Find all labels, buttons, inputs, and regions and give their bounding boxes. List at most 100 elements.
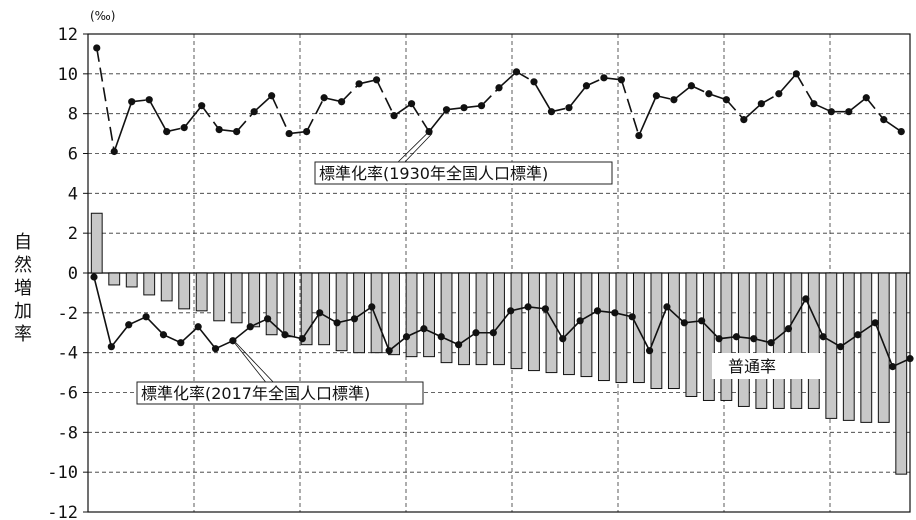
std2017-point <box>819 333 827 341</box>
y-tick-label: 0 <box>68 264 78 284</box>
std2017-point <box>802 295 810 303</box>
std1930-point <box>880 116 888 124</box>
std2017-point <box>784 325 793 333</box>
std2017-point <box>194 323 202 331</box>
std2017-point <box>125 321 133 329</box>
std2017-point <box>611 309 619 317</box>
std1930-point <box>617 76 626 84</box>
std1930-point <box>198 102 206 110</box>
crude-rate-bar <box>598 272 610 382</box>
std2017-point <box>368 303 376 311</box>
crude-rate-bar <box>667 272 680 390</box>
std1930-segment <box>95 47 116 152</box>
crude-rate-bar <box>248 272 261 328</box>
std2017-point <box>593 307 602 315</box>
y-tick-label: -2 <box>58 304 78 324</box>
std1930-point <box>407 100 416 108</box>
std1930-segment <box>183 105 203 129</box>
std1930-point <box>897 127 905 136</box>
std1930-point <box>460 104 468 112</box>
std2017-point <box>211 345 220 353</box>
std1930-point <box>93 44 101 52</box>
std1930-point <box>145 96 153 104</box>
std1930-point <box>687 82 695 90</box>
std2017-point <box>680 319 688 327</box>
std1930-segment <box>270 95 290 134</box>
crude-rate-bar <box>632 272 645 384</box>
std2017-point <box>489 329 497 337</box>
crude-rate-bar <box>772 272 785 409</box>
std2017-point <box>767 339 775 347</box>
std1930-segment <box>620 79 640 136</box>
std1930-point <box>372 76 381 84</box>
std1930-point <box>757 100 765 108</box>
crude-rate-bar <box>178 272 191 310</box>
std1930-segment <box>848 97 867 113</box>
crude-rate-bar <box>423 272 435 358</box>
y-tick-label: -12 <box>47 503 78 520</box>
crude-rate-bar <box>877 272 890 423</box>
annotation-std1930: 標準化率(1930年全国人口標準) <box>314 161 613 185</box>
std2017-point <box>420 325 428 333</box>
crude-rate-bar <box>195 272 208 312</box>
std1930-segment <box>428 109 448 133</box>
std1930-point <box>705 90 713 98</box>
crude-rate-bar <box>108 272 121 286</box>
y-tick-label: -10 <box>47 463 78 483</box>
std1930-point <box>250 108 258 116</box>
std1930-point <box>285 129 293 138</box>
std1930-segment <box>113 101 133 152</box>
crude-rate-bar <box>160 272 173 302</box>
std1930-segment <box>638 95 658 136</box>
crude-rate-bar <box>458 272 470 366</box>
std1930-point <box>845 108 853 116</box>
crude-rate-bar <box>790 272 803 409</box>
std1930-segment <box>305 97 325 132</box>
std2017-point <box>732 333 740 341</box>
tick-labels: -12 -10 -8 -6 -4 -2 0 2 4 6 8 10 12 <box>47 25 78 520</box>
crude-rate-bar <box>650 272 663 390</box>
std2017-point <box>889 363 897 371</box>
crude-rate-bar <box>90 212 103 274</box>
std1930-point <box>355 80 363 88</box>
crude-rate-bar <box>370 272 383 354</box>
y-tick-label: -4 <box>58 344 78 364</box>
std1930-point <box>530 78 538 86</box>
std1930-point <box>215 126 223 134</box>
std1930-point <box>547 108 556 116</box>
std1930-segment <box>375 79 395 117</box>
axes <box>83 33 911 513</box>
std1930-segment <box>865 97 885 121</box>
std2017-point <box>264 315 272 323</box>
crude-rate-bar <box>213 272 226 322</box>
unit-label: (‰) <box>90 9 115 23</box>
std1930-point <box>110 147 118 156</box>
std1930-segment <box>568 85 588 109</box>
std1930-segment <box>498 71 518 89</box>
crude-rate-bar <box>440 272 453 364</box>
annotation-std2017-text: 標準化率(2017年全国人口標準) <box>141 384 370 403</box>
y-axis-title-char-2: 然 <box>14 255 32 276</box>
std1930-point <box>495 84 503 92</box>
annotation-std2017: 標準化率(2017年全国人口標準) <box>136 381 424 405</box>
y-axis-title-char-3: 増 <box>14 278 32 299</box>
crude-rate-bar <box>125 272 138 288</box>
crude-rate-bar <box>318 272 331 346</box>
crude-rate-bars <box>90 212 908 475</box>
std1930-point <box>303 127 311 136</box>
y-axis-title-char-4: 加 <box>14 301 32 322</box>
crude-rate-bar <box>388 272 400 356</box>
std1930-point <box>442 106 451 114</box>
std1930-segment <box>410 103 430 133</box>
crude-rate-bar <box>475 272 488 366</box>
std2017-point <box>645 347 654 355</box>
std1930-point <box>740 116 748 124</box>
annotation-crude: 普通率 <box>712 353 824 379</box>
std1930-segment <box>253 95 273 113</box>
std2017-point <box>750 335 758 343</box>
y-tick-label: 8 <box>68 105 78 125</box>
crude-rate-bar <box>580 272 593 378</box>
std2017-point <box>715 335 723 343</box>
